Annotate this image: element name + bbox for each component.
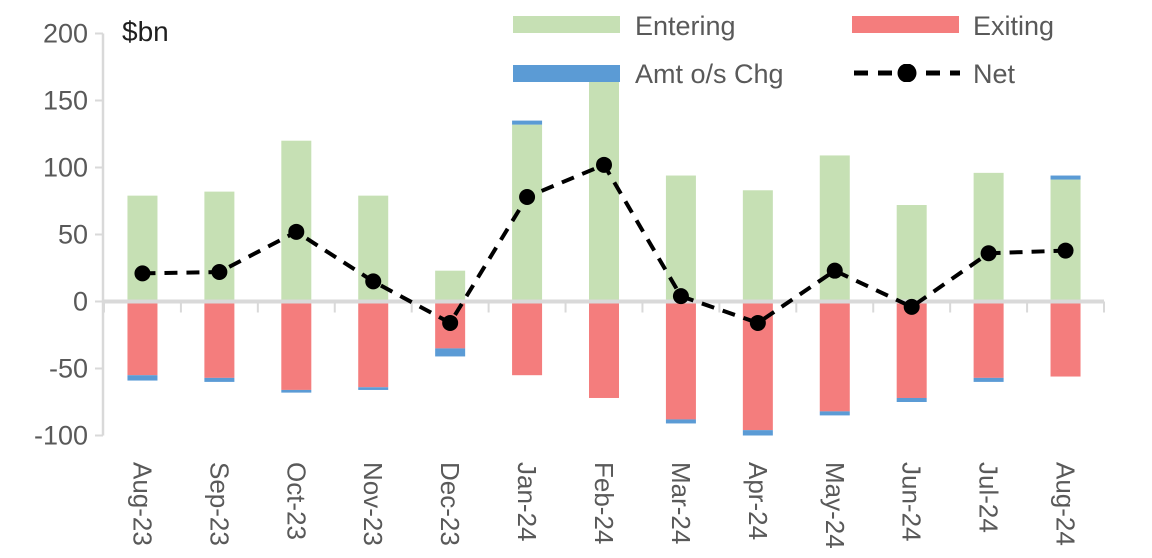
bar-entering-Apr-24	[742, 190, 773, 302]
x-axis-label: Oct-23	[281, 462, 311, 540]
net-point-Sep-23	[211, 264, 228, 281]
bar-entering-Oct-23	[281, 140, 312, 302]
bar-amt-os-chg-Dec-23	[435, 348, 466, 357]
bar-entering-Jul-24	[973, 172, 1004, 302]
x-axis-label: Jul-24	[974, 462, 1004, 533]
bar-exiting-May-24	[819, 301, 850, 412]
x-axis-label: Aug-23	[127, 462, 157, 546]
bar-entering-Aug-23	[127, 195, 158, 302]
legend-label-exiting: Exiting	[973, 11, 1055, 41]
bar-amt-os-chg-Jun-24	[896, 397, 927, 402]
y-tick-label: 0	[73, 287, 88, 317]
net-point-Aug-23	[134, 265, 151, 282]
x-axis-label: Sep-23	[204, 462, 234, 546]
y-axis-unit-label: $bn	[122, 16, 169, 47]
y-tick-label: -50	[49, 354, 88, 384]
bar-amt-os-chg-Jan-24	[512, 120, 543, 125]
x-axis-label: Jan-24	[512, 462, 542, 542]
y-tick-label: 150	[43, 86, 88, 116]
y-tick-label: 200	[43, 19, 88, 49]
net-point-Aug-24	[1057, 242, 1074, 259]
x-axis-label: Apr-24	[743, 462, 773, 540]
x-axis-label: Nov-23	[358, 462, 388, 546]
bar-exiting-Jan-24	[512, 301, 543, 376]
net-marker-svg	[854, 64, 960, 82]
x-axis-label: Dec-23	[435, 462, 465, 546]
legend-label-net: Net	[973, 59, 1016, 89]
y-tick-label: 50	[58, 220, 88, 250]
legend-swatch-exiting-icon	[852, 16, 959, 33]
bar-exiting-Nov-23	[358, 301, 389, 388]
bar-amt-os-chg-Jul-24	[973, 377, 1004, 382]
net-point-Apr-24	[749, 314, 766, 331]
bar-amt-os-chg-Mar-24	[665, 419, 696, 424]
bar-entering-Sep-23	[204, 191, 235, 302]
legend-label-amt-os-chg: Amt o/s Chg	[635, 59, 784, 89]
legend-marker-net-icon	[852, 64, 962, 82]
bar-exiting-Sep-23	[204, 301, 235, 378]
legend-swatch-entering-icon	[513, 16, 620, 33]
bar-amt-os-chg-Aug-24	[1050, 175, 1081, 180]
x-axis-label: Aug-24	[1051, 462, 1081, 546]
x-axis-label: Jun-24	[897, 462, 927, 542]
bar-exiting-Oct-23	[281, 301, 312, 390]
legend-swatch-amt-os-chg-icon	[513, 65, 620, 82]
net-point-Jan-24	[519, 188, 536, 205]
bar-exiting-Jun-24	[896, 301, 927, 398]
bar-entering-Dec-23	[435, 270, 466, 302]
x-axis-label: Feb-24	[589, 462, 619, 544]
net-point-Feb-24	[596, 156, 612, 173]
bar-exiting-Aug-23	[127, 301, 158, 376]
bar-amt-os-chg-Nov-23	[358, 387, 389, 390]
bar-entering-Jun-24	[896, 205, 927, 302]
net-point-Jun-24	[903, 298, 920, 315]
bar-exiting-Feb-24	[589, 301, 619, 398]
bar-amt-os-chg-Apr-24	[742, 430, 773, 436]
net-point-Dec-23	[442, 314, 459, 331]
net-point-Oct-23	[288, 223, 305, 240]
net-point-Jul-24	[980, 245, 997, 262]
x-axis-label: May-24	[820, 462, 850, 549]
y-tick-label: 100	[43, 153, 88, 183]
bar-entering-Aug-24	[1050, 179, 1081, 302]
bar-exiting-Mar-24	[665, 301, 696, 420]
bar-exiting-Aug-24	[1050, 301, 1081, 377]
bar-amt-os-chg-Aug-23	[127, 375, 158, 381]
net-dot-icon	[897, 64, 917, 82]
net-point-May-24	[826, 262, 843, 279]
legend-label-entering: Entering	[635, 11, 736, 41]
bar-amt-os-chg-May-24	[819, 411, 850, 416]
bar-exiting-Jul-24	[973, 301, 1004, 378]
y-tick-label: -100	[34, 421, 88, 451]
bar-entering-Mar-24	[665, 175, 696, 302]
bar-amt-os-chg-Sep-23	[204, 377, 235, 382]
x-axis-label: Mar-24	[666, 462, 696, 544]
bar-amt-os-chg-Oct-23	[281, 389, 312, 393]
net-point-Mar-24	[672, 288, 689, 305]
net-point-Nov-23	[365, 273, 382, 290]
